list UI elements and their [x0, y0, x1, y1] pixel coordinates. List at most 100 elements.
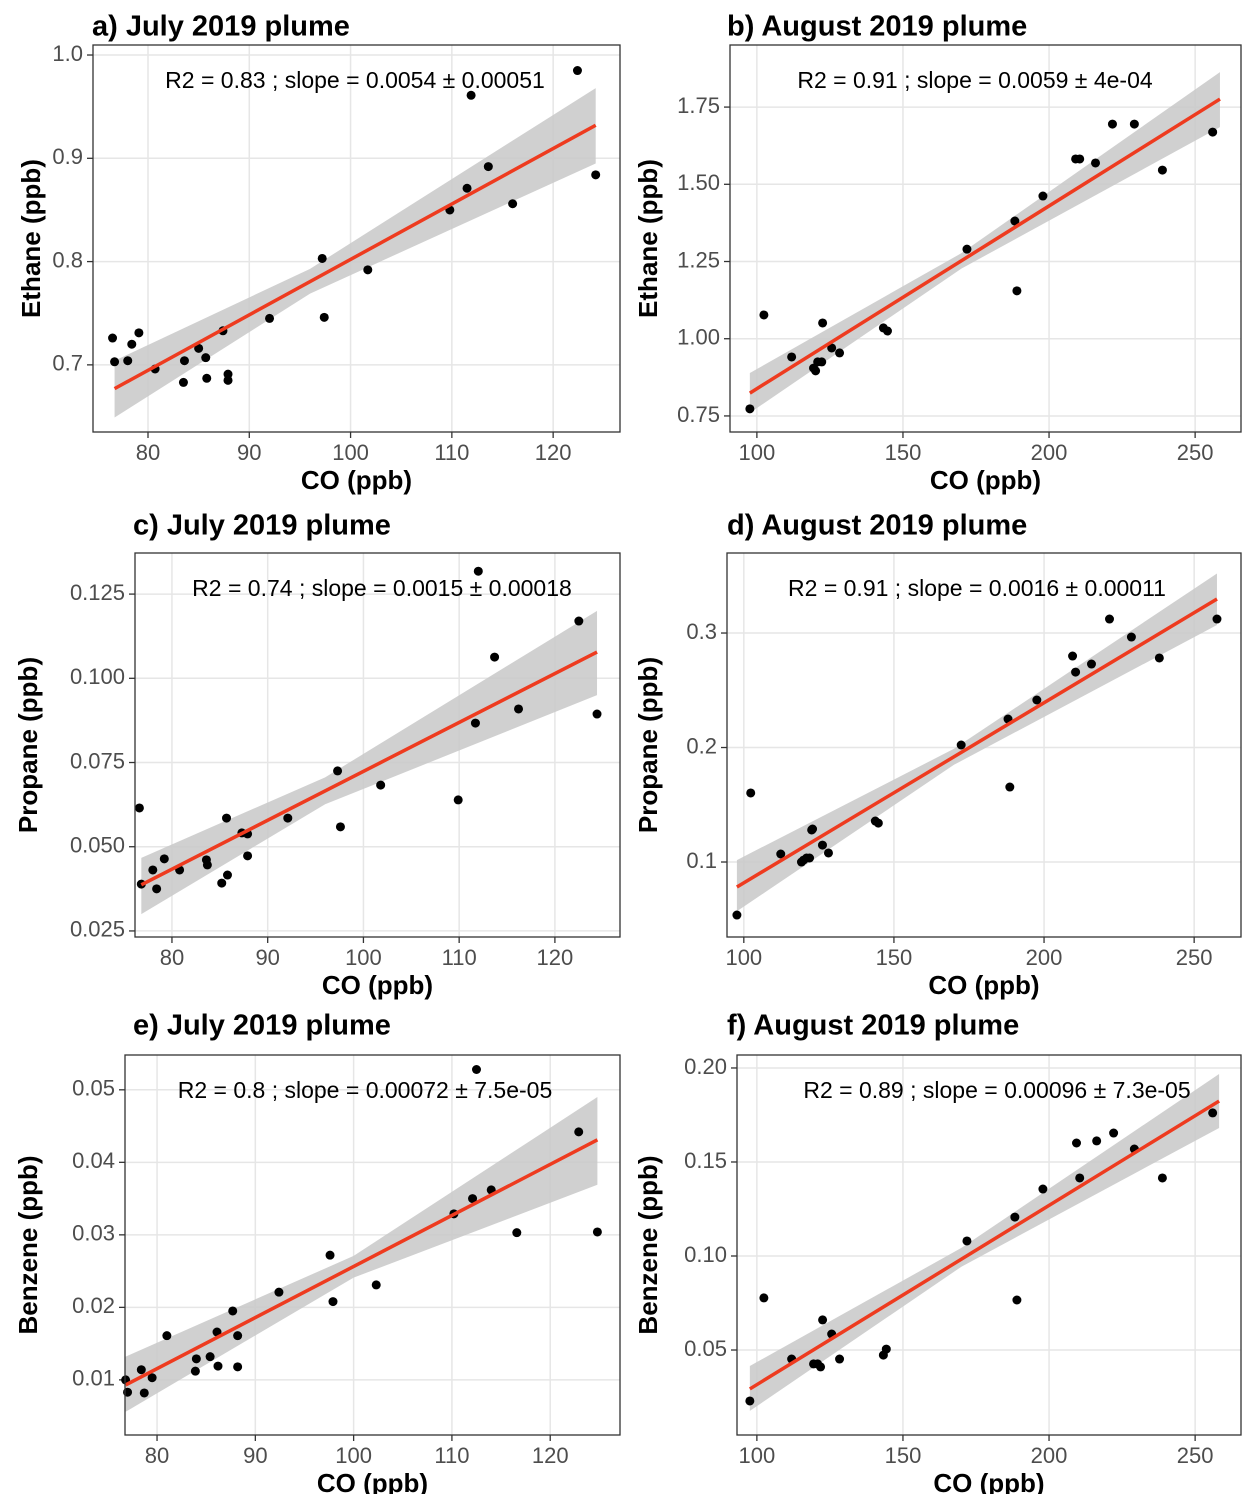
- x-axis-label: CO (ppb): [933, 1468, 1044, 1494]
- y-tick-label: 0.125: [70, 580, 125, 605]
- x-tick-label: 80: [160, 945, 184, 970]
- x-tick-label: 150: [885, 1443, 922, 1468]
- data-point: [1005, 782, 1015, 792]
- data-point: [1092, 1136, 1102, 1146]
- data-point: [1075, 154, 1085, 164]
- data-point: [776, 849, 786, 859]
- data-point: [1071, 667, 1081, 677]
- chart-title: f) August 2019 plume: [727, 1010, 1019, 1042]
- y-tick-label: 0.20: [684, 1054, 727, 1079]
- data-point: [835, 1354, 845, 1364]
- data-point: [190, 1366, 200, 1376]
- data-point: [1104, 614, 1114, 624]
- y-tick-label: 0.100: [70, 664, 125, 689]
- data-point: [1091, 158, 1101, 168]
- data-point: [746, 788, 756, 798]
- x-tick-label: 110: [434, 1443, 469, 1468]
- data-point: [787, 352, 797, 362]
- data-point: [592, 1227, 602, 1237]
- data-point: [1038, 1184, 1048, 1194]
- confidence-band: [749, 72, 1220, 413]
- plot-border: [134, 552, 621, 938]
- x-tick-label: 100: [739, 440, 776, 465]
- data-point: [818, 1315, 828, 1325]
- y-axis-label: Ethane (ppb): [16, 159, 46, 318]
- y-tick-label: 1.75: [677, 93, 720, 118]
- data-point: [1038, 191, 1048, 201]
- data-point: [223, 375, 233, 385]
- y-tick-label: 0.8: [52, 247, 83, 272]
- annotation: R2 = 0.91 ; slope = 0.0059 ± 4e-04: [797, 67, 1153, 93]
- data-point: [962, 244, 972, 254]
- data-point: [956, 740, 966, 750]
- fit-line: [748, 1099, 1221, 1391]
- data-point: [470, 718, 480, 728]
- data-point: [212, 1327, 222, 1337]
- y-tick-label: 0.1: [686, 848, 717, 873]
- data-point: [201, 353, 211, 363]
- x-tick-label: 120: [532, 1443, 569, 1468]
- data-point: [317, 253, 327, 263]
- data-point: [1208, 127, 1218, 137]
- plot-border: [726, 552, 1242, 938]
- x-tick-label: 200: [1026, 945, 1063, 970]
- data-point: [274, 1287, 284, 1297]
- y-tick-label: 0.3: [686, 619, 717, 644]
- chart-title: c) July 2019 plume: [133, 510, 391, 542]
- x-tick-label: 110: [442, 945, 477, 970]
- x-tick-label: 250: [1177, 1443, 1214, 1468]
- y-tick-label: 1.00: [677, 325, 720, 350]
- data-point: [490, 652, 500, 662]
- data-point: [1126, 632, 1136, 642]
- data-point: [319, 312, 329, 322]
- data-point: [1012, 1295, 1022, 1305]
- chart-title: d) August 2019 plume: [727, 510, 1027, 542]
- x-tick-label: 80: [136, 440, 160, 465]
- x-axis-label: CO (ppb): [322, 970, 433, 1000]
- confidence-band: [141, 610, 598, 915]
- data-point: [808, 824, 818, 834]
- y-tick-label: 0.075: [70, 748, 125, 773]
- y-tick-label: 1.25: [677, 247, 720, 272]
- data-point: [110, 357, 120, 367]
- data-point: [1154, 653, 1164, 663]
- data-point: [462, 183, 472, 193]
- x-tick-label: 100: [332, 440, 369, 465]
- data-point: [1010, 1212, 1020, 1222]
- plot-border: [729, 44, 1242, 433]
- x-tick-label: 90: [237, 440, 261, 465]
- data-point: [194, 343, 204, 353]
- data-point: [592, 709, 602, 719]
- data-point: [228, 1306, 238, 1316]
- data-point: [217, 878, 227, 888]
- data-point: [1075, 1173, 1085, 1183]
- data-point: [591, 170, 601, 180]
- data-point: [1109, 1128, 1119, 1138]
- chart-title: b) August 2019 plume: [727, 11, 1027, 43]
- x-tick-label: 110: [434, 440, 469, 465]
- plot-border: [92, 44, 621, 433]
- fit-line: [124, 1138, 599, 1387]
- x-tick-label: 150: [876, 945, 913, 970]
- y-axis-label: Ethane (ppb): [633, 159, 663, 318]
- x-tick-label: 100: [725, 945, 762, 970]
- y-tick-label: 0.10: [684, 1242, 727, 1267]
- data-point: [512, 1228, 522, 1238]
- data-point: [243, 851, 253, 861]
- confidence-band: [749, 1073, 1220, 1411]
- data-point: [376, 780, 386, 790]
- y-tick-label: 0.03: [72, 1221, 115, 1246]
- data-point: [962, 1236, 972, 1246]
- data-point: [159, 854, 169, 864]
- data-point: [265, 313, 275, 323]
- chart-title: e) July 2019 plume: [133, 1010, 391, 1042]
- data-point: [453, 795, 463, 805]
- y-tick-label: 0.05: [684, 1336, 727, 1361]
- x-tick-label: 80: [145, 1443, 169, 1468]
- data-point: [148, 865, 158, 875]
- data-point: [335, 822, 345, 832]
- data-point: [233, 1331, 243, 1341]
- y-tick-label: 0.025: [70, 917, 125, 942]
- data-point: [835, 348, 845, 358]
